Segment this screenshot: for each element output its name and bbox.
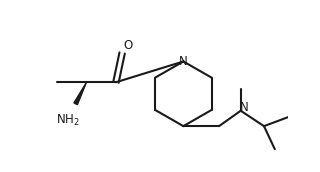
Text: N: N <box>179 55 188 68</box>
Text: N: N <box>239 101 248 114</box>
Text: NH$_2$: NH$_2$ <box>56 113 80 128</box>
Text: O: O <box>124 39 133 52</box>
Polygon shape <box>74 82 86 105</box>
